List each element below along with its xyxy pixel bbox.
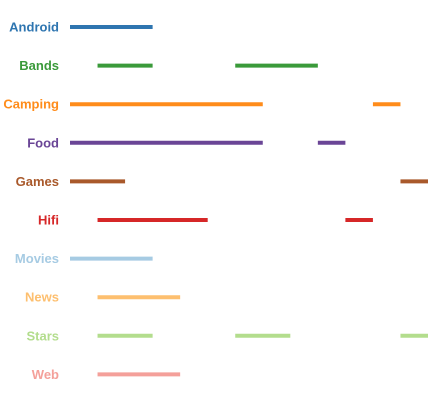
category-label-camping: Camping [3,97,59,112]
category-label-web: Web [32,367,59,382]
category-label-movies: Movies [15,251,59,266]
timeline-segments [70,25,428,377]
category-label-bands: Bands [19,58,59,73]
category-label-games: Games [16,174,59,189]
category-labels: Android Bands Camping Food Games Hifi Movies Ne… [3,20,59,382]
category-label-android: Android [9,20,59,35]
category-label-news: News [25,290,59,305]
category-label-hifi: Hifi [38,213,59,228]
category-label-stars: Stars [26,328,59,343]
category-label-food: Food [27,135,59,150]
